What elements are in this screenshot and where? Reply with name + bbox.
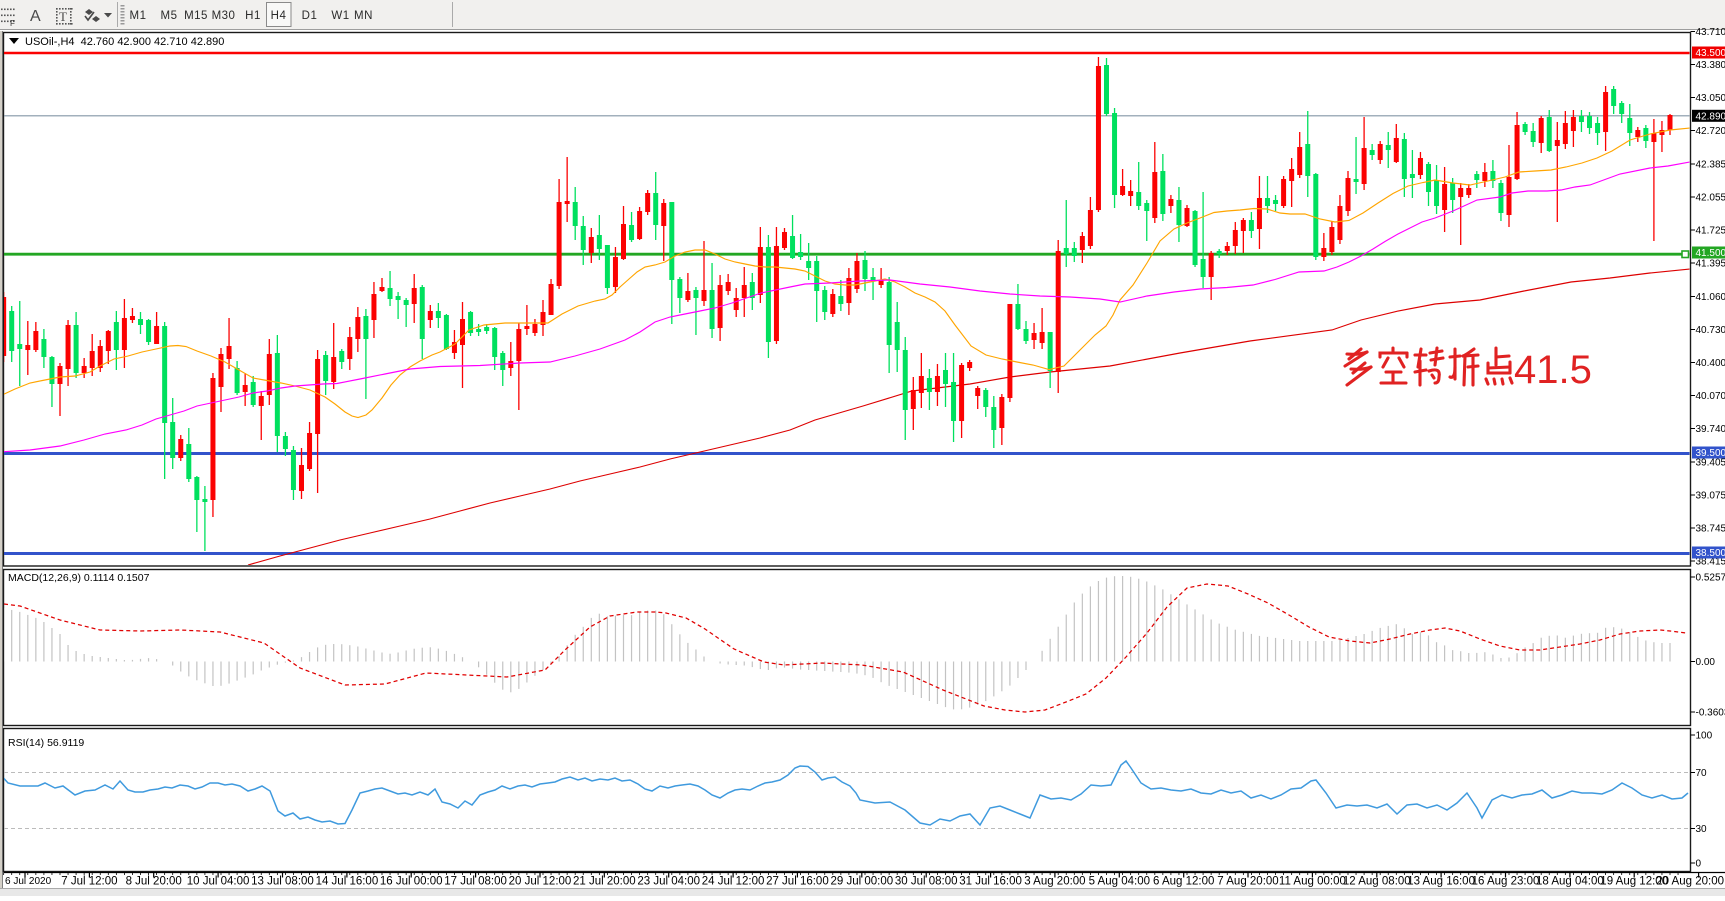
- svg-text:42.385: 42.385: [1696, 160, 1725, 171]
- svg-text:10 Jul 04:00: 10 Jul 04:00: [187, 876, 250, 888]
- svg-text:MACD(12,26,9) 0.1114 0.1507: MACD(12,26,9) 0.1114 0.1507: [8, 572, 150, 584]
- svg-text:18 Aug 04:00: 18 Aug 04:00: [1536, 876, 1604, 888]
- svg-text:43.500: 43.500: [1696, 48, 1725, 59]
- svg-text:42.720: 42.720: [1696, 126, 1725, 137]
- svg-text:RSI(14) 56.9119: RSI(14) 56.9119: [8, 737, 84, 749]
- svg-text:6 Jul 2020: 6 Jul 2020: [5, 876, 52, 887]
- svg-text:38.500: 38.500: [1696, 548, 1725, 559]
- svg-text:24 Jul 12:00: 24 Jul 12:00: [702, 876, 765, 888]
- svg-text:27 Jul 16:00: 27 Jul 16:00: [766, 876, 829, 888]
- svg-text:40.070: 40.070: [1696, 391, 1725, 402]
- svg-text:14 Jul 16:00: 14 Jul 16:00: [316, 876, 379, 888]
- svg-text:13 Aug 16:00: 13 Aug 16:00: [1407, 876, 1475, 888]
- svg-text:39.740: 39.740: [1696, 424, 1725, 435]
- svg-text:40.730: 40.730: [1696, 325, 1725, 336]
- svg-text:17 Jul 08:00: 17 Jul 08:00: [444, 876, 507, 888]
- svg-text:0.00: 0.00: [1696, 657, 1716, 668]
- svg-text:42.890: 42.890: [1696, 111, 1725, 122]
- svg-text:39.405: 39.405: [1696, 458, 1725, 469]
- svg-text:29 Jul 00:00: 29 Jul 00:00: [830, 876, 893, 888]
- svg-text:16 Jul 00:00: 16 Jul 00:00: [380, 876, 443, 888]
- svg-text:0.5257: 0.5257: [1696, 573, 1725, 584]
- svg-text:-0.3603: -0.3603: [1696, 708, 1725, 719]
- svg-text:5 Aug 04:00: 5 Aug 04:00: [1089, 876, 1150, 888]
- svg-text:8 Jul 20:00: 8 Jul 20:00: [126, 876, 182, 888]
- svg-text:43.050: 43.050: [1696, 93, 1725, 104]
- svg-text:42.055: 42.055: [1696, 193, 1725, 204]
- svg-text:41.5: 41.5: [1514, 348, 1592, 392]
- svg-text:7 Aug 20:00: 7 Aug 20:00: [1217, 876, 1278, 888]
- svg-text:12 Aug 08:00: 12 Aug 08:00: [1343, 876, 1411, 888]
- svg-text:41.725: 41.725: [1696, 226, 1725, 237]
- svg-text:6 Aug 12:00: 6 Aug 12:00: [1153, 876, 1214, 888]
- svg-text:0: 0: [1696, 859, 1702, 870]
- svg-text:30: 30: [1696, 824, 1708, 835]
- svg-text:20 Aug 20:00: 20 Aug 20:00: [1656, 876, 1724, 888]
- svg-text:43.380: 43.380: [1696, 60, 1725, 71]
- svg-text:USOil-,H4 42.760 42.900 42.71: USOil-,H4 42.760 42.900 42.710 42.890: [25, 36, 224, 48]
- svg-text:39.075: 39.075: [1696, 491, 1725, 502]
- svg-text:100: 100: [1696, 731, 1713, 742]
- svg-text:41.500: 41.500: [1696, 248, 1725, 259]
- svg-text:39.500: 39.500: [1696, 448, 1725, 459]
- svg-text:43.710: 43.710: [1696, 27, 1725, 38]
- svg-text:23 Jul 04:00: 23 Jul 04:00: [637, 876, 700, 888]
- svg-text:70: 70: [1696, 768, 1708, 779]
- svg-text:3 Aug 20:00: 3 Aug 20:00: [1024, 876, 1085, 888]
- svg-text:40.400: 40.400: [1696, 358, 1725, 369]
- svg-text:20 Jul 12:00: 20 Jul 12:00: [509, 876, 572, 888]
- svg-text:38.745: 38.745: [1696, 524, 1725, 535]
- svg-text:31 Jul 16:00: 31 Jul 16:00: [959, 876, 1022, 888]
- svg-text:11 Aug 00:00: 11 Aug 00:00: [1279, 876, 1346, 888]
- svg-text:13 Jul 08:00: 13 Jul 08:00: [251, 876, 314, 888]
- svg-text:41.060: 41.060: [1696, 292, 1725, 303]
- svg-text:21 Jul 20:00: 21 Jul 20:00: [573, 876, 636, 888]
- svg-text:16 Aug 23:00: 16 Aug 23:00: [1472, 876, 1540, 888]
- svg-text:7 Jul 12:00: 7 Jul 12:00: [61, 876, 117, 888]
- svg-text:41.395: 41.395: [1696, 259, 1725, 270]
- svg-text:30 Jul 08:00: 30 Jul 08:00: [895, 876, 958, 888]
